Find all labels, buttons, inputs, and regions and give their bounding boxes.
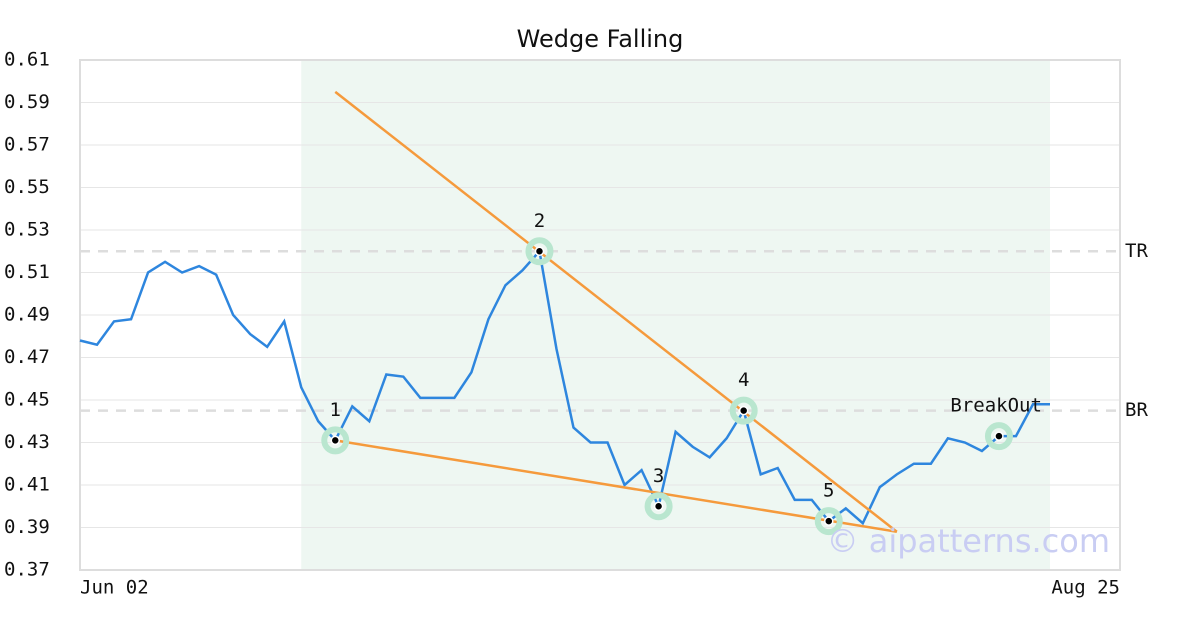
pattern-label: 2: [534, 210, 545, 232]
y-tick-label: 0.49: [4, 304, 50, 326]
y-tick-label: 0.57: [4, 134, 50, 156]
y-tick-label: 0.45: [4, 389, 50, 411]
pattern-point: [824, 516, 834, 526]
trendline: [335, 439, 898, 533]
pattern-halo: [321, 426, 350, 455]
level-label: BR: [1125, 399, 1148, 421]
pattern-label: BreakOut: [950, 395, 1042, 417]
pattern-point: [534, 246, 545, 256]
y-tick-label: 0.37: [4, 559, 50, 581]
trendline: [334, 90, 898, 533]
y-tick-label: 0.53: [4, 219, 50, 241]
y-tick-label: 0.39: [4, 516, 50, 538]
y-tick-label: 0.43: [4, 431, 50, 453]
y-tick-label: 0.55: [4, 176, 50, 198]
pattern-point: [330, 435, 341, 446]
pattern-point: [738, 405, 749, 416]
pattern-label: 3: [653, 465, 664, 487]
level-label: TR: [1125, 240, 1148, 262]
chart-title: Wedge Falling: [517, 25, 684, 53]
y-tick-label: 0.61: [4, 49, 50, 71]
price-line: [79, 248, 1050, 526]
pattern-point: [653, 501, 664, 511]
pattern-halo: [644, 492, 673, 521]
pattern-halo: [814, 507, 843, 536]
y-tick-label: 0.59: [4, 91, 50, 113]
plot-frame: [79, 59, 1121, 571]
y-tick-label: 0.41: [4, 474, 50, 496]
pattern-point: [994, 431, 1004, 441]
pattern-label: 1: [330, 399, 341, 421]
pattern-halo: [729, 396, 758, 425]
y-tick-label: 0.51: [4, 261, 50, 283]
pattern-label: 5: [823, 480, 834, 502]
pattern-label: 4: [738, 369, 749, 391]
y-tick-label: 0.47: [4, 346, 50, 368]
x-tick-label: Aug 25: [1051, 577, 1120, 599]
pattern-halo: [525, 237, 554, 266]
pattern-halo: [984, 422, 1013, 451]
watermark: © aipatterns.com: [827, 522, 1110, 560]
x-tick-label: Jun 02: [80, 577, 149, 599]
